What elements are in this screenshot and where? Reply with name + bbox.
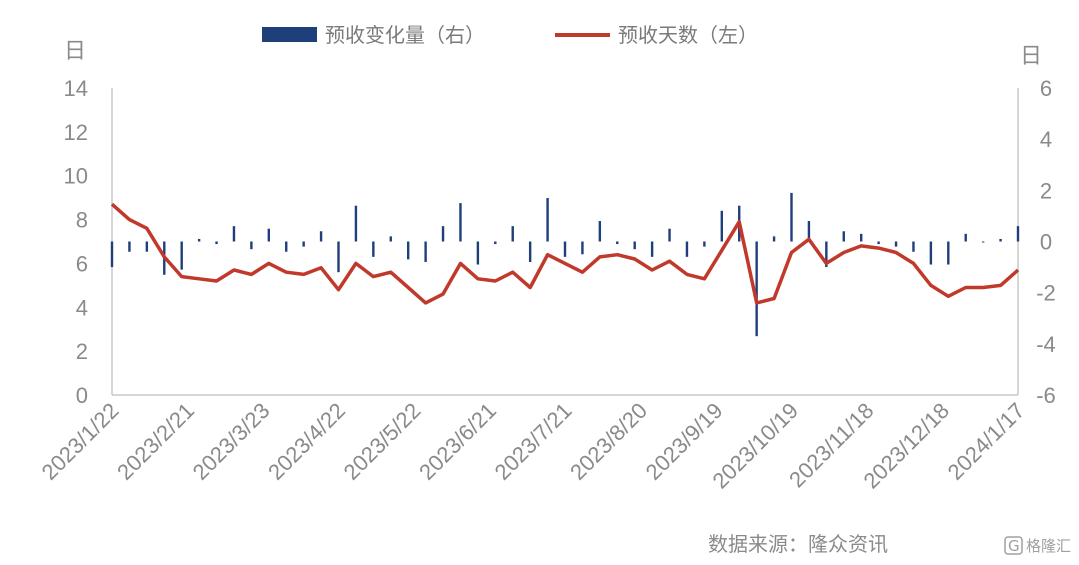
right-tick-label: 0 [1040,230,1052,255]
bar [354,205,358,242]
source-note: 数据来源：隆众资讯 [708,532,888,556]
x-tick-label: 2023/1/22 [37,398,124,485]
bar [145,241,149,252]
bar [459,203,462,242]
bar [581,241,584,255]
bar [598,221,602,242]
bar [424,241,427,262]
bar [685,241,689,257]
bar [633,241,636,250]
svg-text:G: G [1008,537,1020,555]
bar [929,241,933,265]
bar [337,241,340,273]
bar [912,241,915,252]
bar [859,233,863,242]
bar [894,241,898,247]
bar [372,241,375,257]
x-tick-label: 2023/6/21 [414,398,501,485]
bar [790,192,793,242]
bar [250,241,253,250]
bar [389,236,392,242]
bar [964,233,967,242]
bar [807,221,811,242]
bar [546,198,549,242]
bar [563,241,567,257]
x-tick-label: 2023/3/23 [188,398,275,485]
bar [267,228,271,242]
bar [755,241,758,337]
bar [232,226,236,242]
legend-bar-swatch [262,27,317,42]
right-tick-label: -6 [1036,383,1056,408]
bar [720,210,724,242]
line-path [110,202,1020,305]
right-tick-label: 2 [1040,178,1052,203]
bar [528,241,532,262]
right-tick-label: 6 [1040,76,1052,101]
bar [616,241,619,245]
left-tick-label: 2 [76,339,88,364]
bar [494,241,497,245]
line-series [110,202,1020,305]
bar [650,241,654,257]
svg-text:格隆汇: 格隆汇 [1026,537,1071,555]
bar [215,241,218,245]
x-tick-label: 2023/2/21 [112,398,199,485]
bar [947,241,950,265]
right-tick-label: 4 [1040,127,1052,152]
bar [703,241,706,247]
x-tick-label: 2023/5/22 [339,398,426,485]
left-tick-label: 4 [76,295,88,320]
bar [999,238,1002,242]
bar [877,241,880,245]
bar [441,226,445,242]
right-tick-label: -2 [1036,281,1056,306]
left-tick-label: 14 [64,76,88,101]
left-tick-label: 8 [76,208,88,233]
bar [285,241,288,252]
x-tick-label: 2023/4/22 [263,398,350,485]
legend: 预收变化量（右） 预收天数（左） [262,23,758,47]
x-axis-ticks: 2023/1/222023/2/212023/3/232023/4/222023… [37,398,1030,494]
bar [128,241,131,252]
bar [110,241,114,268]
left-tick-label: 10 [64,164,88,189]
legend-line-label: 预收天数（左） [618,23,758,47]
bar [1016,226,1020,242]
bar [197,238,201,242]
x-tick-label: 2023/8/20 [565,398,652,485]
bar [302,241,305,247]
left-axis-ticks: 0 2 4 6 8 10 12 14 [64,76,88,408]
bar [319,231,323,242]
left-tick-label: 0 [76,383,88,408]
right-tick-label: -4 [1036,332,1056,357]
bar [772,236,776,242]
bar [476,241,480,265]
right-axis-unit: 日 [1020,44,1042,69]
x-tick-label: 2023/7/21 [490,398,577,485]
bar [511,226,514,242]
watermark-logo: G 格隆汇 [1004,536,1071,555]
bar [825,241,828,268]
left-tick-label: 6 [76,251,88,276]
bar [842,231,845,242]
left-tick-label: 12 [64,120,88,145]
legend-bar-label: 预收变化量（右） [325,23,485,47]
left-axis-unit: 日 [64,39,86,64]
bar [180,241,183,270]
bar [668,228,671,242]
bar [981,241,985,243]
right-axis-ticks: -6 -4 -2 0 2 4 6 [1036,76,1056,408]
x-tick-label: 2024/1/17 [943,398,1030,485]
bar [406,241,410,260]
